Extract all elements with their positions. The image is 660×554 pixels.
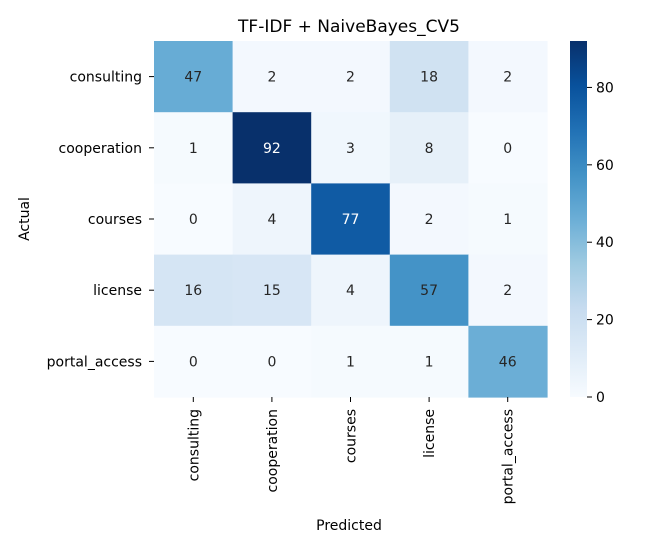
heatmap-cell: [468, 183, 548, 256]
heatmap-cell: [154, 183, 234, 256]
cell-value-label: 0: [503, 141, 512, 157]
cell-value-label: 47: [184, 70, 202, 86]
heatmap-cell: [154, 325, 234, 398]
heatmap-cell: [389, 41, 469, 113]
cell-value-label: 4: [267, 212, 276, 228]
cell-value-label: 1: [189, 141, 198, 157]
y-axis-label: Actual: [17, 197, 33, 241]
cell-value-label: 8: [425, 141, 434, 157]
cell-value-label: 4: [346, 283, 355, 299]
colorbar-tick-label: 60: [596, 158, 614, 174]
heatmap-cell: [311, 41, 391, 113]
heatmap-cells: 47 2 2 18 2 1 92 3 8 0 0 4 77 2 1 16 15 4 57 2 0 0 1 1 46: [154, 41, 548, 398]
heatmap-cell: [311, 325, 391, 398]
heatmap-cell: [154, 41, 234, 113]
heatmap-cell: [232, 254, 312, 327]
y-tick-label: license: [93, 283, 142, 299]
x-tick-label: cooperation: [265, 409, 281, 492]
heatmap-cell: [389, 112, 469, 184]
colorbar-tick-label: 20: [596, 313, 614, 329]
x-tick-label: consulting: [186, 409, 202, 481]
heatmap-cell: [232, 112, 312, 184]
cell-value-label: 3: [346, 141, 355, 157]
cell-value-label: 77: [342, 212, 360, 228]
y-tick-label: portal_access: [47, 354, 142, 370]
y-axis-ticks: consulting cooperation courses license porta…: [47, 70, 154, 370]
cell-value-label: 2: [425, 212, 434, 228]
cell-value-label: 57: [420, 283, 438, 299]
cell-value-label: 2: [503, 70, 512, 86]
heatmap-cell: [154, 112, 234, 184]
heatmap-cell: [311, 183, 391, 256]
heatmap-cell: [389, 183, 469, 256]
heatmap-cell: [154, 254, 234, 327]
cell-value-label: 46: [499, 354, 517, 370]
heatmap-cell: [232, 41, 312, 113]
x-axis-label: Predicted: [316, 518, 382, 534]
cell-value-label: 0: [189, 354, 198, 370]
cell-value-label: 18: [420, 70, 438, 86]
heatmap-cell: [468, 41, 548, 113]
cell-value-label: 1: [503, 212, 512, 228]
colorbar: 0 20 40 60 80: [570, 41, 614, 406]
chart-title: TF-IDF + NaiveBayes_CV5: [237, 17, 460, 37]
cell-value-label: 2: [346, 70, 355, 86]
heatmap-cell: [232, 183, 312, 256]
colorbar-tick-label: 40: [596, 235, 614, 251]
cell-value-label: 0: [267, 354, 276, 370]
cell-value-label: 15: [263, 283, 281, 299]
cell-value-label: 16: [184, 283, 202, 299]
cell-value-label: 0: [189, 212, 198, 228]
heatmap-cell: [311, 112, 391, 184]
x-tick-label: courses: [344, 409, 360, 463]
y-tick-label: cooperation: [59, 141, 142, 157]
heatmap-cell: [389, 254, 469, 327]
colorbar-tick-label: 80: [596, 80, 614, 96]
heatmap-cell: [389, 325, 469, 398]
heatmap-cell: [468, 112, 548, 184]
cell-value-label: 2: [267, 70, 276, 86]
y-tick-label: courses: [88, 212, 142, 228]
cell-value-label: 92: [263, 141, 281, 157]
x-tick-label: license: [422, 409, 438, 458]
heatmap-cell: [311, 254, 391, 327]
cell-value-label: 2: [503, 283, 512, 299]
heatmap-cell: [232, 325, 312, 398]
x-axis-ticks: consulting cooperation courses license porta…: [186, 397, 517, 504]
colorbar-gradient: [570, 41, 587, 397]
heatmap-cell: [468, 254, 548, 327]
colorbar-tick-label: 0: [596, 390, 605, 406]
cell-value-label: 1: [425, 354, 434, 370]
cell-value-label: 1: [346, 354, 355, 370]
y-tick-label: consulting: [70, 70, 142, 86]
heatmap-cell: [468, 325, 548, 398]
x-tick-label: portal_access: [501, 409, 517, 504]
